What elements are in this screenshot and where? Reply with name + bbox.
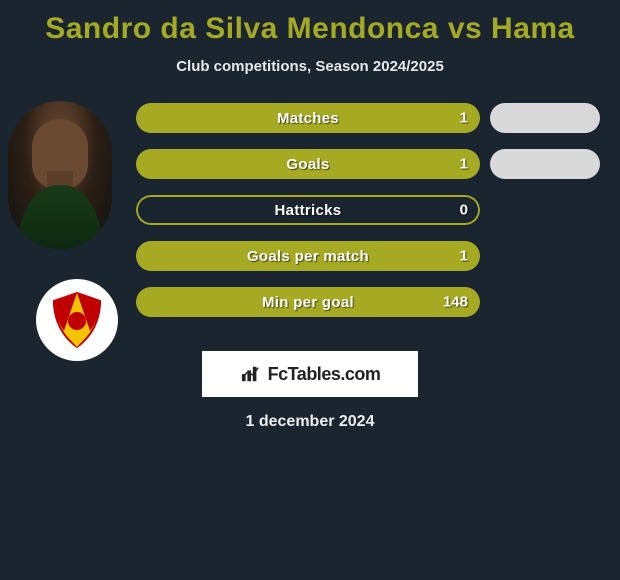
stat-value: 1	[460, 156, 468, 173]
stat-label: Goals per match	[247, 248, 369, 265]
stat-value: 0	[460, 202, 468, 219]
shield-icon	[50, 291, 104, 349]
stat-row: Hattricks 0	[136, 195, 602, 225]
comparison-pill	[490, 149, 600, 179]
stat-value: 148	[443, 294, 468, 311]
stat-label: Min per goal	[262, 294, 354, 311]
stat-value: 1	[460, 110, 468, 127]
stat-value: 1	[460, 248, 468, 265]
stat-bar: Matches 1	[136, 103, 480, 133]
stat-row: Matches 1	[136, 103, 602, 133]
stat-bar: Goals 1	[136, 149, 480, 179]
team-badge	[36, 279, 118, 361]
stat-row: Goals 1	[136, 149, 602, 179]
stat-row: Min per goal 148	[136, 287, 602, 317]
chart-icon	[240, 365, 262, 383]
brand-text: FcTables.com	[268, 364, 381, 385]
avatar-column	[8, 101, 118, 361]
player-neck-shape	[47, 171, 73, 199]
player-photo	[8, 101, 112, 249]
stat-label: Goals	[286, 156, 329, 173]
brand-logo: FcTables.com	[202, 351, 418, 397]
footer-date: 1 december 2024	[0, 413, 620, 431]
content-area: Matches 1 Goals 1 Hattricks 0 Goals per match 1…	[0, 103, 620, 317]
stat-bar: Hattricks 0	[136, 195, 480, 225]
stat-row: Goals per match 1	[136, 241, 602, 271]
page-subtitle: Club competitions, Season 2024/2025	[0, 58, 620, 75]
stat-bar: Min per goal 148	[136, 287, 480, 317]
comparison-pill	[490, 103, 600, 133]
stat-bar: Goals per match 1	[136, 241, 480, 271]
stat-label: Matches	[277, 110, 339, 127]
stat-label: Hattricks	[275, 202, 342, 219]
page-title: Sandro da Silva Mendonca vs Hama	[0, 0, 620, 46]
stats-bars: Matches 1 Goals 1 Hattricks 0 Goals per match 1…	[136, 103, 602, 317]
